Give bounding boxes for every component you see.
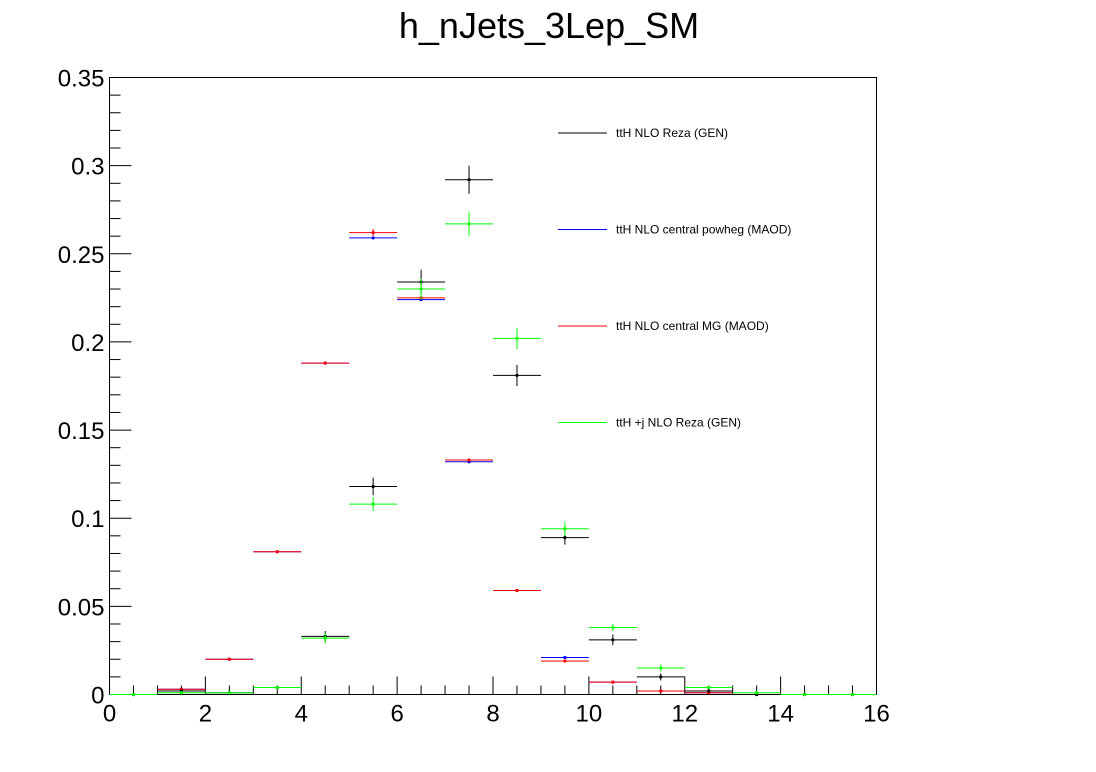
y-tick-label: 0.1 [71,506,104,533]
data-point [611,680,615,684]
data-point [611,625,615,630]
data-point [850,692,855,697]
data-point [563,659,567,663]
x-tick-label: 2 [199,701,212,728]
chart-title: h_nJets_3Lep_SM [399,5,699,46]
data-point [467,222,471,226]
x-tick-label: 8 [486,701,499,728]
x-tick-label: 12 [671,701,698,728]
data-point [515,588,519,593]
data-point [611,638,615,642]
legend-entry: ttH NLO Reza (GEN) [558,126,728,140]
data-marks [109,165,877,697]
legend: ttH NLO Reza (GEN) ttH NLO central powheg… [558,126,791,430]
y-tick-label: 0.3 [71,154,104,181]
legend-label: ttH NLO central powheg (MAOD) [616,223,791,237]
data-point [227,691,231,695]
data-point [802,692,807,697]
data-point [467,458,471,462]
x-tick-label: 10 [576,701,603,728]
series-1 [109,229,877,697]
data-point [563,536,567,540]
legend-entry: ttH +j NLO Reza (GEN) [558,416,741,430]
data-point [707,685,711,690]
series-0 [109,236,877,697]
legend-label: ttH NLO Reza (GEN) [616,126,728,140]
legend-label: ttH NLO central MG (MAOD) [616,319,769,333]
data-point [659,666,663,670]
legend-entry: ttH NLO central powheg (MAOD) [558,223,791,237]
axes: 0 2 4 6 8 10 12 14 16 0 0.05 0.1 0.15 0.2 0.25 0.3 0.35 [58,66,890,728]
x-tick-label: 0 [103,701,116,728]
series-3 [109,211,877,697]
x-tick-label: 16 [863,701,890,728]
x-tick-label: 4 [295,701,308,728]
data-point [371,484,375,489]
data-point [179,691,184,695]
data-point [323,361,327,365]
y-tick-label: 0 [91,683,104,710]
data-point [275,685,279,690]
x-tick-label: 14 [767,701,794,728]
data-point [275,550,279,554]
data-point [467,178,471,182]
data-point [323,636,327,640]
data-point [419,287,423,291]
y-tick-label: 0.25 [58,242,105,269]
data-point [707,689,711,693]
y-tick-label: 0.35 [58,66,105,93]
data-point [131,692,136,697]
plot-frame [109,77,877,695]
legend-label: ttH +j NLO Reza (GEN) [616,416,741,430]
data-point [659,689,663,693]
data-point [659,675,663,679]
legend-entry: ttH NLO central MG (MAOD) [558,319,769,333]
series-2 [109,165,877,697]
data-point [563,655,567,660]
data-point [563,527,567,531]
data-point [371,502,375,506]
data-point [371,236,375,240]
y-tick-label: 0.05 [58,594,105,621]
y-tick-label: 0.2 [71,330,104,357]
data-point [515,373,519,378]
data-point [227,657,231,661]
data-point [371,231,375,235]
data-point [515,336,519,341]
x-tick-label: 6 [390,701,403,728]
y-tick-label: 0.15 [58,418,105,445]
data-point [755,691,759,695]
